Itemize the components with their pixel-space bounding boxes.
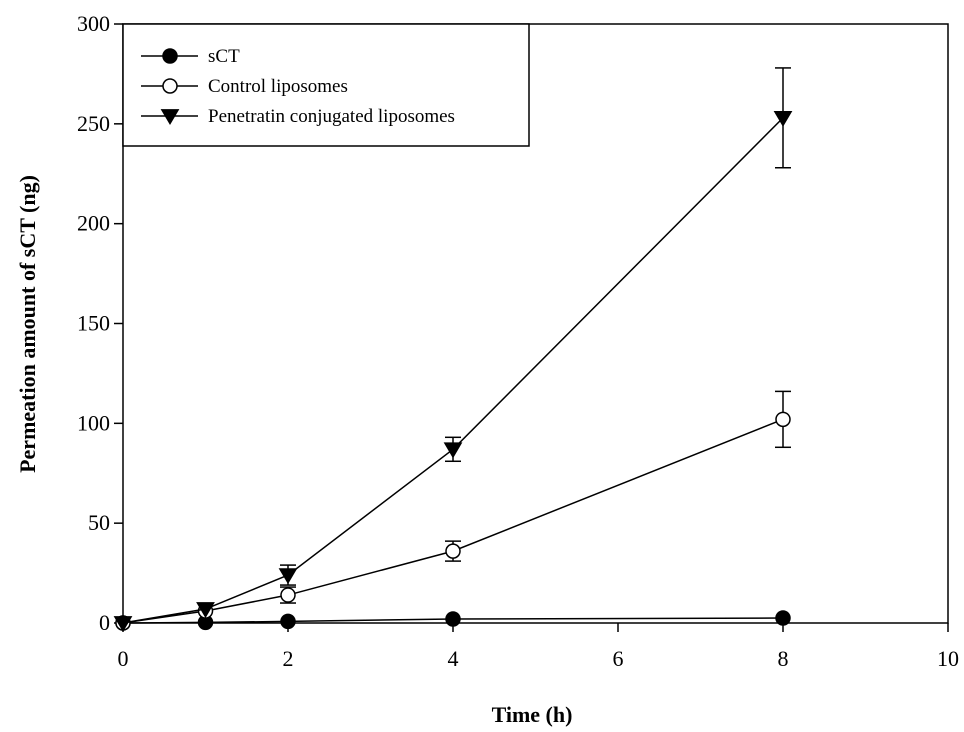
data-point xyxy=(445,611,461,627)
series-1 xyxy=(115,390,791,631)
legend-marker xyxy=(162,78,178,94)
x-tick-label: 10 xyxy=(937,646,959,671)
legend-item-0: sCT xyxy=(141,46,240,67)
data-point xyxy=(278,568,298,585)
legend-marker xyxy=(162,48,178,64)
x-tick-label: 0 xyxy=(118,646,129,671)
x-tick-label: 8 xyxy=(778,646,789,671)
axes: 0 50 100 150 200 250 300 0 2 4 6 8 10 xyxy=(77,11,959,671)
data-point xyxy=(280,613,296,630)
x-tick-label: 4 xyxy=(448,646,459,671)
y-tick-label: 100 xyxy=(77,410,110,435)
legend-label: Control liposomes xyxy=(208,76,348,97)
x-tick-label: 2 xyxy=(283,646,294,671)
legend-item-2: Penetratin conjugated liposomes xyxy=(141,106,455,127)
data-point xyxy=(775,610,791,626)
legend-marker xyxy=(160,109,180,126)
y-axis-label: Permeation amount of sCT (ng) xyxy=(15,175,40,473)
y-tick-label: 50 xyxy=(88,510,110,535)
data-point xyxy=(280,587,296,603)
x-tick-label: 6 xyxy=(613,646,624,671)
legend-box xyxy=(122,23,530,147)
legend-label: sCT xyxy=(208,46,240,67)
data-point xyxy=(196,602,215,619)
data-point xyxy=(445,543,461,559)
data-point xyxy=(113,616,133,633)
y-tick-label: 150 xyxy=(77,311,110,336)
y-tick-label: 200 xyxy=(77,211,110,236)
series-2 xyxy=(113,67,793,633)
y-tick-label: 250 xyxy=(77,111,110,136)
y-tick-label: 0 xyxy=(99,610,110,635)
x-axis-label: Time (h) xyxy=(492,702,573,727)
legend-label: Penetratin conjugated liposomes xyxy=(208,106,455,127)
data-point xyxy=(775,411,791,428)
legend: sCT Control liposomes Penetratin conjugate… xyxy=(122,23,530,147)
series-layer xyxy=(113,67,793,633)
data-point xyxy=(773,110,793,127)
data-point xyxy=(443,442,463,459)
y-tick-label: 300 xyxy=(77,11,110,36)
legend-item-1: Control liposomes xyxy=(141,76,348,97)
